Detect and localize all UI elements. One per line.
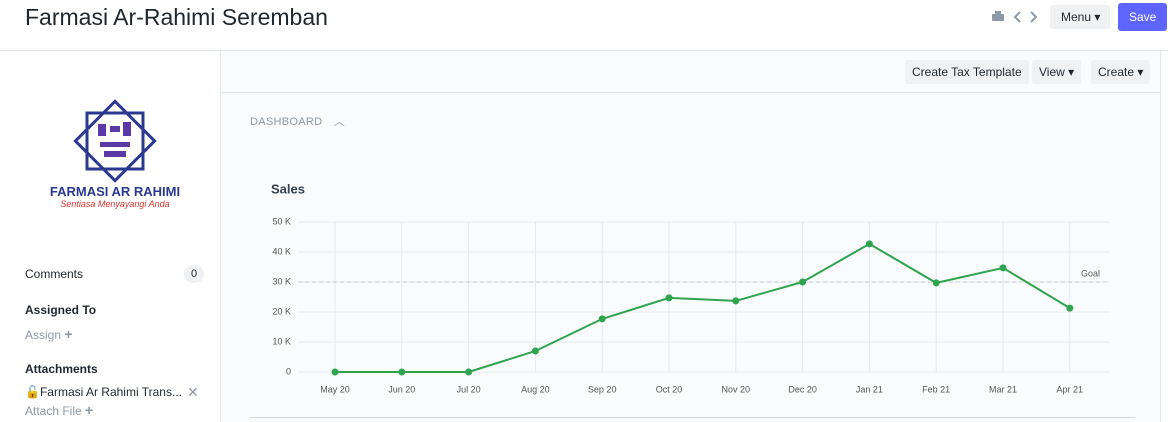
header: Farmasi Ar-Rahimi Seremban Menu ▾ Save <box>0 0 1168 51</box>
nav-icons[interactable] <box>990 9 1042 25</box>
section-divider <box>250 417 1135 418</box>
sales-chart: Sales May 20 Jun 20 Jul 20 Aug 20 Sep 20 Oct … <box>271 181 1110 394</box>
attachment-name: Farmasi Ar Rahimi Trans... <box>39 385 182 399</box>
assigned-label: Assigned To <box>25 303 97 317</box>
menu-label: Menu <box>1061 10 1092 24</box>
data-point <box>865 240 873 248</box>
y-tick-label: 40 K <box>272 246 291 256</box>
attachments-label: Attachments <box>25 362 98 376</box>
toolbar: Create Tax Template View ▾ Create ▾ <box>221 51 1160 93</box>
save-button[interactable]: Save <box>1118 3 1168 31</box>
x-tick-label: Oct 20 <box>656 384 683 394</box>
data-point <box>732 297 740 305</box>
menu-button[interactable]: Menu ▾ <box>1050 5 1111 29</box>
data-point <box>398 368 406 376</box>
logo-mark <box>73 99 157 183</box>
x-tick-label: Mar 21 <box>989 384 1017 394</box>
create-label: Create <box>1098 65 1135 79</box>
x-tick-label: Aug 20 <box>521 384 550 394</box>
x-tick-label: Jun 20 <box>388 384 415 394</box>
comments-count: 0 <box>184 265 204 283</box>
comments-label: Comments <box>25 267 84 281</box>
data-point <box>665 294 673 302</box>
sales-line <box>335 242 1071 373</box>
x-tick-label: May 20 <box>320 384 350 394</box>
y-tick-label: 50 K <box>272 216 291 226</box>
sidebar: FARMASI AR RAHIMI Sentiasa Menyayangi An… <box>0 51 221 422</box>
x-tick-label: Jan 21 <box>856 384 883 394</box>
y-tick-label: 20 K <box>272 306 291 316</box>
create-button[interactable]: Create ▾ <box>1091 60 1151 84</box>
main-panel: Create Tax Template View ▾ Create ▾ DASH… <box>221 51 1161 422</box>
logo-tagline: Sentiasa Menyayangi Anda <box>60 199 170 209</box>
remove-attachment[interactable]: ✕ <box>187 384 199 400</box>
data-point <box>1066 304 1074 312</box>
data-point <box>932 279 940 287</box>
x-tick-label: Apr 21 <box>1057 384 1084 394</box>
attach-text: Attach File <box>25 404 82 418</box>
data-point <box>999 264 1007 272</box>
assign-text: Assign <box>25 328 62 342</box>
view-label: View <box>1039 65 1065 79</box>
attachment-item[interactable]: 🔓Farmasi Ar Rahimi Trans... <box>25 385 182 399</box>
y-tick-label: 30 K <box>272 276 291 286</box>
page-title: Farmasi Ar-Rahimi Seremban <box>25 4 328 30</box>
y-tick-label: 10 K <box>272 336 291 346</box>
y-tick-label: 0 <box>286 366 291 376</box>
goal-label: Goal <box>1081 268 1100 278</box>
x-tick-label: Dec 20 <box>788 384 817 394</box>
x-tick-label: Sep 20 <box>588 384 617 394</box>
chart-title: Sales <box>271 181 305 196</box>
logo-name: FARMASI AR RAHIMI <box>49 184 181 199</box>
x-tick-label: Nov 20 <box>722 384 751 394</box>
data-point <box>465 368 473 376</box>
x-tick-label: Jul 20 <box>457 384 481 394</box>
create-tax-template-button[interactable]: Create Tax Template <box>905 60 1029 84</box>
view-button[interactable]: View ▾ <box>1032 60 1082 84</box>
dashboard-text: DASHBOARD <box>250 116 323 128</box>
dashboard-label[interactable]: DASHBOARD ︿ <box>250 116 346 128</box>
data-point <box>799 278 807 286</box>
data-point <box>531 347 539 355</box>
assign-link[interactable]: Assign + <box>25 326 73 342</box>
attach-link[interactable]: Attach File + <box>25 402 94 418</box>
x-tick-label: Feb 21 <box>922 384 950 394</box>
data-point <box>598 315 606 323</box>
data-point <box>331 368 339 376</box>
